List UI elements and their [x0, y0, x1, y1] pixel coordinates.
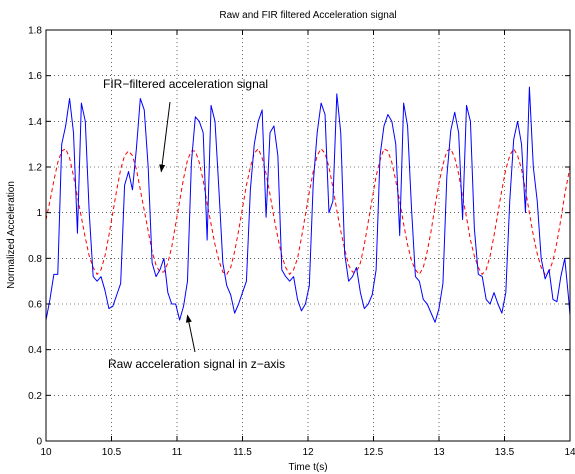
x-tick-label: 14	[564, 447, 575, 458]
x-axis-label: Time t(s)	[288, 462, 327, 473]
annotation-raw: Raw acceleration signal in z−axis	[108, 357, 285, 371]
x-tick-label: 10.5	[102, 447, 122, 458]
y-tick-label: 0.2	[28, 391, 42, 402]
x-tick-label: 11	[172, 447, 183, 458]
y-tick-label: 1.8	[28, 26, 42, 37]
x-tick-label: 13.5	[495, 447, 515, 458]
x-tick-label: 12	[302, 447, 314, 458]
x-tick-label: 10	[40, 447, 52, 458]
y-tick-label: 1.6	[28, 71, 42, 82]
raw-signal-line	[46, 86, 570, 323]
y-tick-label: 1.4	[28, 117, 42, 128]
x-tick-label: 13	[433, 447, 445, 458]
y-tick-label: 0.6	[28, 300, 42, 311]
y-tick-label: 1.2	[28, 163, 42, 174]
grid	[46, 30, 570, 441]
ticks: 10 10.5 11 11.5 12 12.5 13 13.5 14 0 0.2 0.4 0.6 0.8 1…	[28, 26, 575, 459]
y-tick-label: 0.4	[28, 345, 42, 356]
annotation-fir: FIR−filtered acceleration signal	[103, 77, 268, 91]
annotations: FIR−filtered acceleration signal Raw acce…	[103, 77, 285, 371]
y-tick-label: 1	[36, 208, 42, 219]
plot-area	[46, 30, 570, 441]
y-axis-label: Normalized Acceleration	[6, 181, 17, 289]
x-tick-label: 11.5	[233, 447, 252, 458]
annotation-fir-arrow	[159, 101, 171, 173]
chart-title: Raw and FIR filtered Acceleration signal	[219, 10, 396, 21]
x-tick-label: 12.5	[364, 447, 384, 458]
fir-filtered-line	[46, 148, 570, 275]
annotation-raw-arrow	[185, 314, 196, 353]
y-tick-label: 0.8	[28, 254, 42, 265]
y-tick-label: 0	[36, 437, 42, 448]
series-group	[46, 86, 570, 323]
